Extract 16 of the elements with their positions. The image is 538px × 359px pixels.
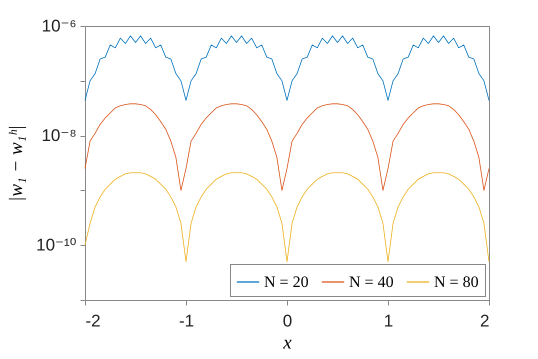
- y-tick-label: 10⁻¹⁰: [36, 236, 77, 255]
- line-series: [84, 103, 490, 191]
- line-series: [84, 172, 490, 262]
- x-tick-label: 2: [480, 312, 490, 330]
- legend-label: N = 80: [434, 274, 479, 291]
- x-tick-label: 1: [384, 312, 394, 330]
- y-tick-label: 10⁻⁶: [42, 16, 76, 36]
- legend-label: N = 40: [349, 274, 394, 291]
- x-tick-label: -2: [86, 312, 101, 330]
- y-tick-label: 10⁻⁸: [41, 126, 76, 146]
- x-tick-label: 0: [282, 312, 292, 330]
- line-series: [84, 35, 490, 101]
- y-axis-title: |w₁ − w₁ʰ|: [6, 125, 28, 202]
- legend-label: N = 20: [264, 274, 309, 291]
- x-tick-label: -1: [178, 312, 194, 330]
- x-axis-title: x: [282, 332, 292, 354]
